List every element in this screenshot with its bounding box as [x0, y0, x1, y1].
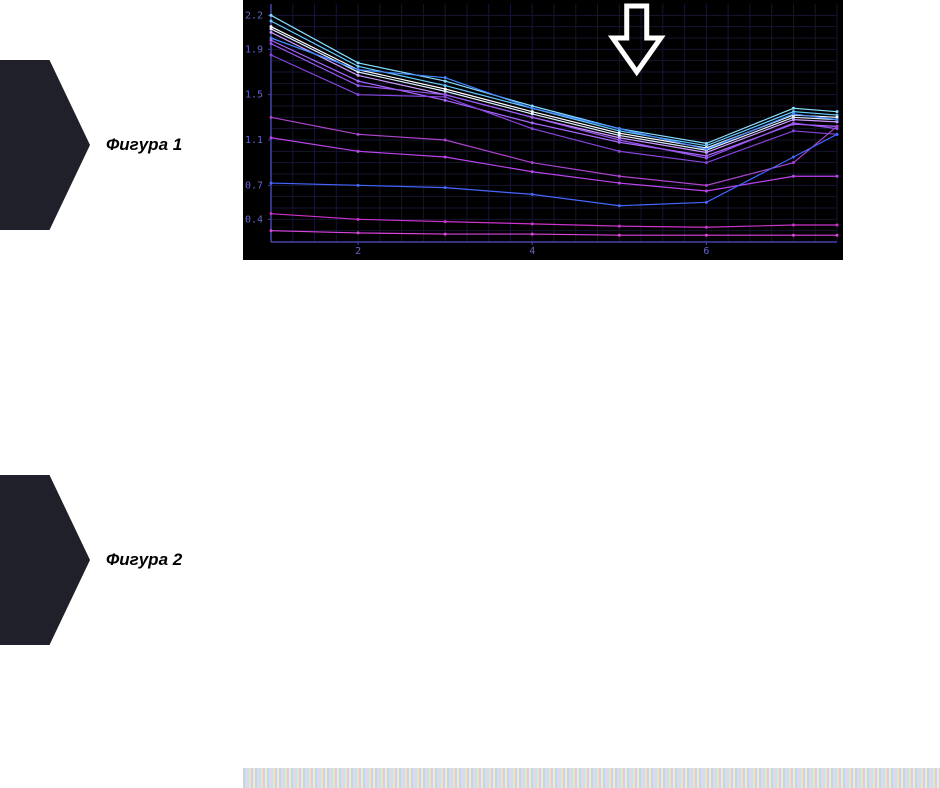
figure1-label-block: Фигура 1: [0, 60, 182, 230]
arrow-pointer-1: [0, 60, 90, 230]
svg-text:0.4: 0.4: [245, 214, 263, 225]
svg-text:2: 2: [355, 246, 361, 257]
figure2-label-block: Фигура 2: [0, 475, 182, 645]
figure2-label: Фигура 2: [106, 550, 182, 570]
svg-text:0.7: 0.7: [245, 180, 263, 191]
svg-text:1.5: 1.5: [245, 90, 263, 101]
arrow-pointer-2: [0, 475, 90, 645]
svg-text:1.1: 1.1: [245, 135, 263, 146]
figure1-label: Фигура 1: [106, 135, 182, 155]
svg-text:6: 6: [703, 246, 709, 257]
line-chart-figure1: 0.4 0.7 1.1 1.5 1.9 2.2 2 4 6: [243, 0, 843, 260]
svg-text:4: 4: [529, 246, 535, 257]
svg-text:1.9: 1.9: [245, 44, 263, 55]
contour-chart-figure2: [243, 350, 940, 750]
noise-strip: [243, 768, 940, 788]
svg-text:2.2: 2.2: [245, 10, 263, 21]
